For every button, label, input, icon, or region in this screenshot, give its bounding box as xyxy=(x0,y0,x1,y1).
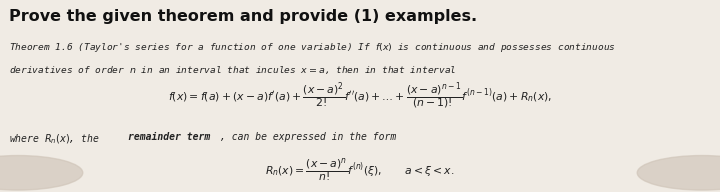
Text: , can be expressed in the form: , can be expressed in the form xyxy=(220,132,396,142)
Circle shape xyxy=(637,156,720,190)
Circle shape xyxy=(0,156,83,190)
Text: Prove the given theorem and provide (1) examples.: Prove the given theorem and provide (1) … xyxy=(9,9,477,24)
Text: $R_n(x) = \dfrac{(x-a)^n}{n!}f^{(n)}(\xi), \qquad a < \xi < x.$: $R_n(x) = \dfrac{(x-a)^n}{n!}f^{(n)}(\xi… xyxy=(265,156,455,184)
Text: derivatives of order $n$ in an interval that incules $x = a$, then in that inter: derivatives of order $n$ in an interval … xyxy=(9,64,456,76)
Text: remainder term: remainder term xyxy=(128,132,210,142)
Text: Theorem 1.6 (Taylor's series for a function of one variable) If $f(x)$ is contin: Theorem 1.6 (Taylor's series for a funct… xyxy=(9,41,616,54)
Text: where $R_n(x)$, the: where $R_n(x)$, the xyxy=(9,132,100,146)
Text: $f(x) = f(a) + (x - a)f'(a) + \dfrac{(x-a)^{2}}{2!}f''(a) + \ldots + \dfrac{(x-a: $f(x) = f(a) + (x - a)f'(a) + \dfrac{(x-… xyxy=(168,80,552,112)
